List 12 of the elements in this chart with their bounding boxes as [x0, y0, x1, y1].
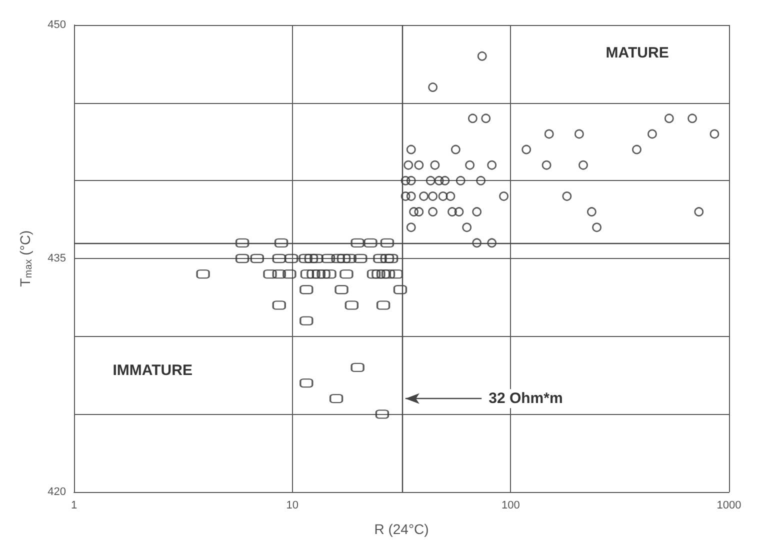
x-tick-label: 1: [70, 500, 78, 512]
annotation: IMMATURE: [112, 362, 192, 380]
x-axis-title: R (24°C): [374, 521, 429, 537]
y-tick-label: 435: [48, 252, 66, 264]
y-tick-label: 420: [48, 486, 66, 498]
x-tick-label: 10: [286, 500, 298, 512]
x-tick-label: 1000: [716, 500, 742, 512]
x-tick-label: 100: [501, 500, 520, 512]
y-axis-title: Tmax (°C): [17, 230, 34, 287]
y-tick-label: 450: [48, 19, 66, 31]
ref-line-label: 32 Ohm*m: [488, 390, 563, 408]
annotation: MATURE: [606, 44, 669, 62]
